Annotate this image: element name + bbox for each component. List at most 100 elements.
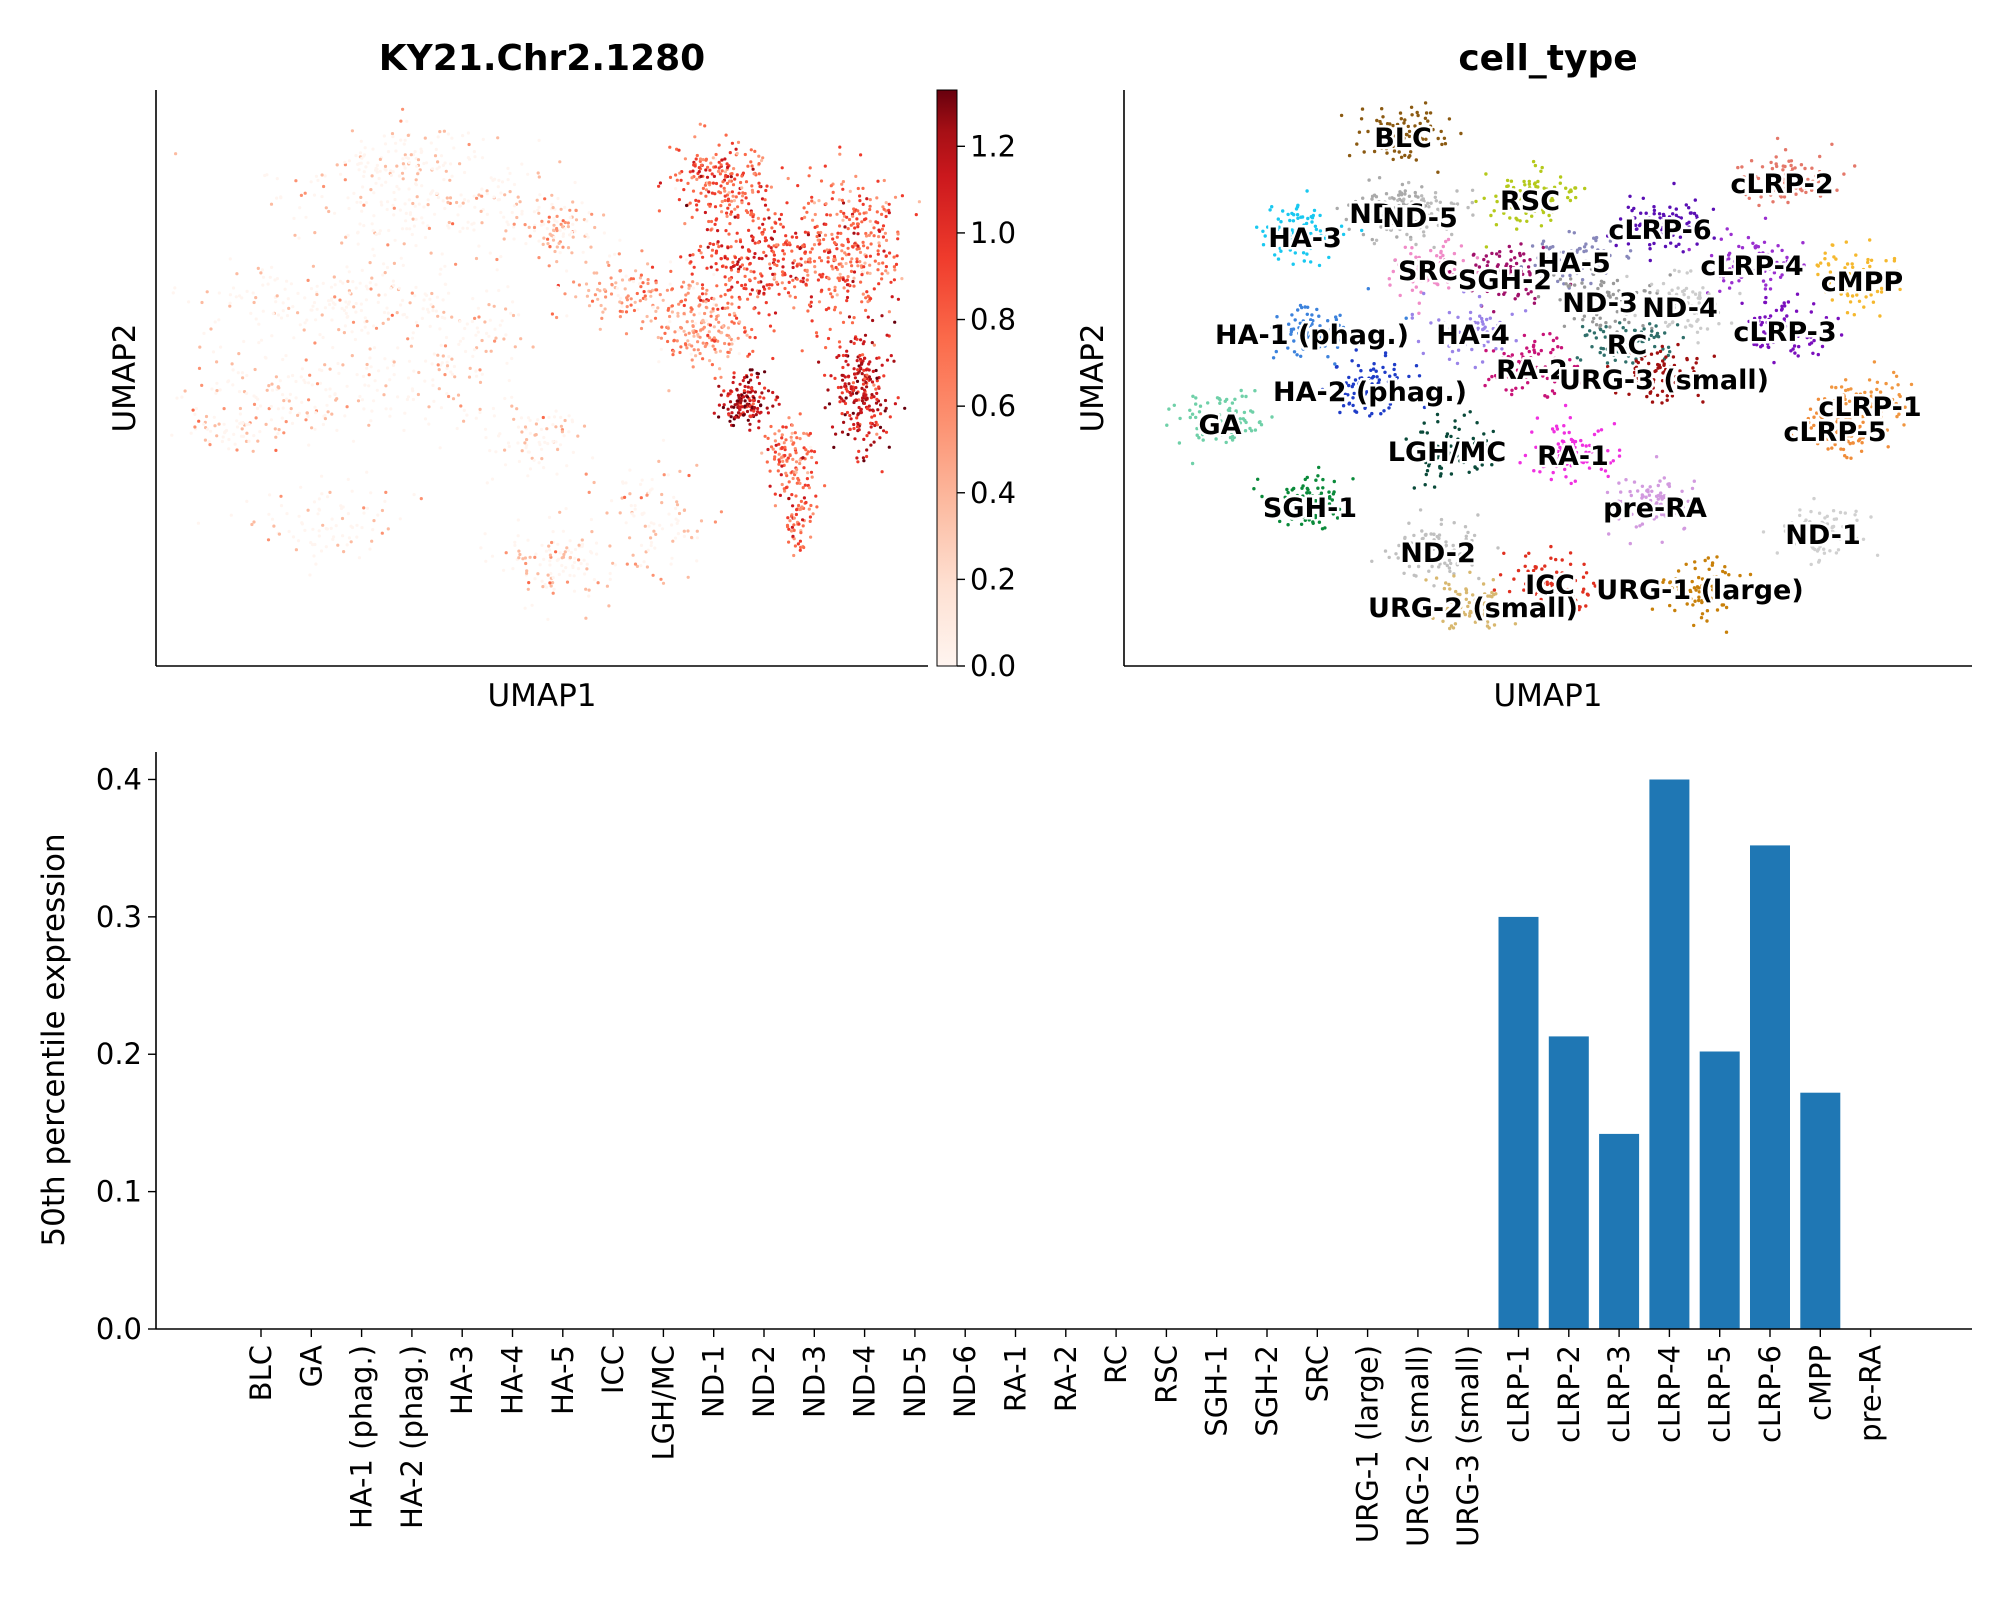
expression-point <box>757 311 761 315</box>
expression-point <box>473 316 477 320</box>
celltype-point <box>1823 251 1827 255</box>
expression-point <box>728 288 732 292</box>
expression-point <box>602 288 607 292</box>
expression-point <box>713 376 717 380</box>
expression-point <box>809 445 813 449</box>
expression-point <box>777 429 781 433</box>
expression-point <box>633 300 637 304</box>
expression-point <box>439 267 443 271</box>
expression-point <box>781 225 785 229</box>
expression-point <box>806 309 810 313</box>
expression-point <box>757 280 761 284</box>
celltype-point <box>1909 382 1914 387</box>
celltype-point <box>1551 209 1555 214</box>
expression-point <box>174 152 178 156</box>
celltype-point <box>1566 195 1570 200</box>
expression-point <box>521 557 525 561</box>
celltype-point <box>1384 192 1389 196</box>
expression-point <box>736 140 741 144</box>
expression-point <box>704 305 708 309</box>
expression-point <box>668 145 672 149</box>
expression-point <box>828 213 833 217</box>
expression-point <box>859 338 863 342</box>
celltype-point <box>1388 214 1392 218</box>
expression-point <box>675 339 679 343</box>
expression-point <box>773 432 777 436</box>
celltype-point <box>1305 189 1309 193</box>
expression-point <box>364 284 368 288</box>
expression-point <box>410 291 414 295</box>
celltype-point <box>1403 189 1408 193</box>
expression-point <box>789 274 793 278</box>
expression-umap-xlabel: UMAP1 <box>487 678 596 714</box>
celltype-point <box>1402 121 1406 125</box>
expression-point <box>862 401 867 405</box>
expression-point <box>363 325 367 329</box>
celltype-point <box>1385 151 1389 155</box>
expression-point <box>853 437 857 441</box>
expression-point <box>737 191 741 195</box>
expression-point <box>550 312 555 316</box>
expression-point <box>639 273 644 277</box>
expression-point <box>628 468 632 472</box>
expression-point <box>745 333 749 337</box>
expression-point <box>719 393 723 397</box>
celltype-point <box>1416 339 1421 344</box>
expression-point <box>757 256 761 260</box>
expression-point <box>429 191 433 195</box>
celltype-point <box>1371 367 1376 371</box>
celltype-point <box>1411 211 1416 216</box>
expression-point <box>355 535 359 539</box>
celltype-point <box>1334 315 1338 319</box>
expression-point <box>649 543 653 548</box>
celltype-point <box>1649 282 1654 286</box>
expression-point <box>523 556 528 560</box>
expression-point <box>666 473 670 477</box>
expression-point <box>621 480 625 484</box>
celltype-point <box>1782 195 1787 199</box>
expression-point <box>770 283 774 287</box>
expression-point <box>294 179 298 183</box>
expression-point <box>873 423 877 428</box>
expression-point <box>787 280 791 284</box>
expression-point <box>758 184 762 189</box>
celltype-point <box>1443 142 1448 146</box>
celltype-umap-title: cell_type <box>1458 38 1637 79</box>
expression-point <box>841 378 845 382</box>
expression-point <box>528 418 532 422</box>
expression-point <box>663 331 667 335</box>
expression-point <box>747 228 751 232</box>
expression-point <box>382 262 386 266</box>
expression-point <box>380 508 384 513</box>
expression-point <box>374 232 378 236</box>
expression-point <box>714 317 718 321</box>
expression-point <box>767 216 771 220</box>
expression-point <box>171 291 175 295</box>
expression-point <box>690 319 695 323</box>
celltype-point <box>1266 225 1270 229</box>
celltype-point <box>1510 312 1514 316</box>
expression-point <box>732 321 736 325</box>
celltype-point <box>1558 175 1563 179</box>
celltype-point <box>1441 216 1445 220</box>
expression-point <box>556 542 560 546</box>
expression-point <box>476 330 480 334</box>
expression-point <box>478 380 483 384</box>
expression-point <box>732 338 736 343</box>
expression-point <box>718 367 722 371</box>
expression-point <box>703 210 708 215</box>
celltype-point <box>1850 262 1854 266</box>
celltype-point <box>1819 261 1823 265</box>
expression-point <box>893 402 898 406</box>
expression-point <box>784 486 789 490</box>
expression-point <box>385 366 390 370</box>
expression-point <box>794 231 798 235</box>
expression-point <box>723 341 727 346</box>
expression-point <box>704 157 709 161</box>
expression-point <box>261 275 266 279</box>
celltype-point <box>1408 217 1412 221</box>
expression-point <box>285 397 289 401</box>
celltype-point <box>1763 287 1768 291</box>
expression-point <box>315 284 319 288</box>
celltype-point <box>1507 244 1512 249</box>
